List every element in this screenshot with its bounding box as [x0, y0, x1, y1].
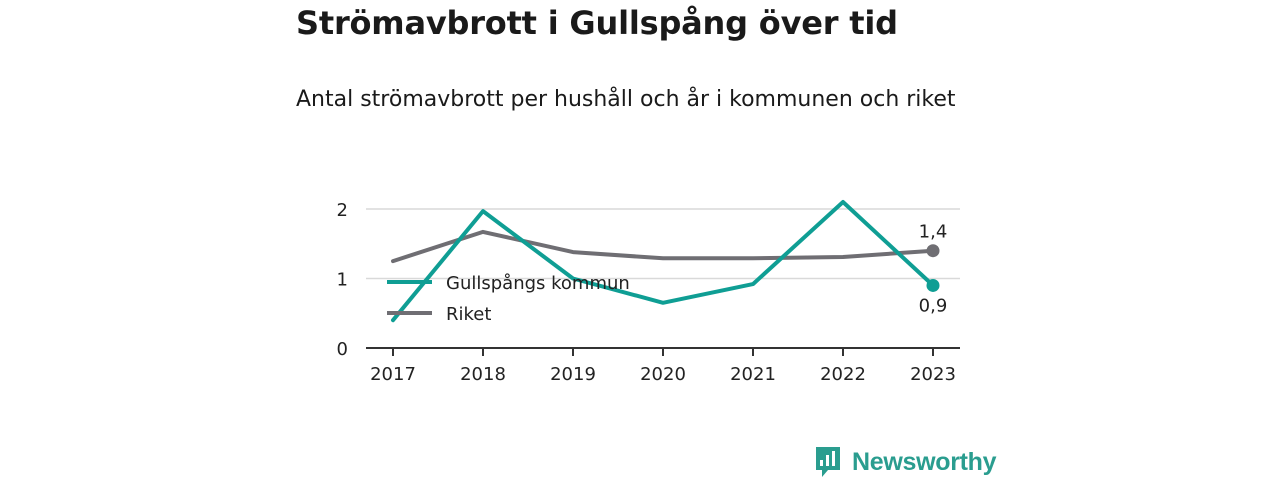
x-tick-label: 2022: [820, 364, 866, 385]
end-point-riket: [926, 244, 940, 258]
x-tick-label: 2019: [550, 364, 596, 385]
series-layer: [391, 200, 940, 323]
x-tick-label: 2021: [730, 364, 776, 385]
chart-title: Strömavbrott i Gullspång över tid: [296, 4, 898, 42]
y-tick-label: 2: [337, 200, 348, 221]
end-label-riket: 1,4: [919, 222, 948, 243]
series-line-gullspang: [391, 200, 935, 323]
x-tick-label: 2017: [370, 364, 416, 385]
end-point-gullspang: [926, 278, 940, 292]
series-line-riket: [391, 229, 935, 264]
legend: Gullspångs kommun Riket: [387, 273, 630, 325]
newsworthy-logo: Newsworthy: [814, 446, 997, 478]
x-axis-ticks: 2017 2018 2019 2020 2021 2022 2023: [370, 348, 956, 385]
legend-label-riket: Riket: [446, 304, 491, 325]
legend-label-gullspang: Gullspångs kommun: [446, 273, 630, 294]
y-axis-ticks: 0 1 2: [337, 200, 348, 360]
y-tick-label: 1: [337, 270, 348, 291]
x-tick-label: 2023: [910, 364, 956, 385]
x-tick-label: 2018: [460, 364, 506, 385]
chart-subtitle: Antal strömavbrott per hushåll och år i …: [296, 87, 956, 112]
end-label-gullspang: 0,9: [919, 295, 948, 316]
brand-name: Newsworthy: [852, 447, 997, 476]
end-labels: 1,4 0,9: [919, 222, 948, 317]
newsworthy-logo-icon: [816, 447, 840, 477]
x-tick-label: 2020: [640, 364, 686, 385]
y-tick-label: 0: [337, 339, 348, 360]
